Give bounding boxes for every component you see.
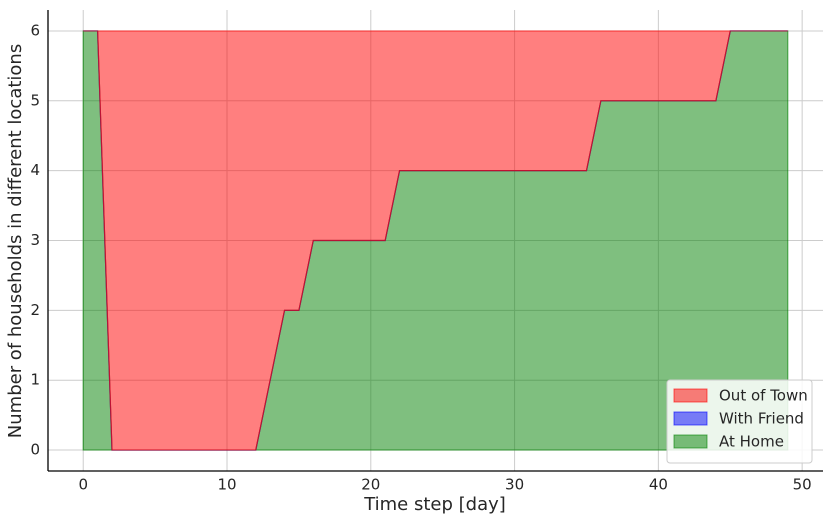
y-axis-label: Number of households in different locati… bbox=[5, 44, 26, 438]
y-tick-label: 3 bbox=[30, 231, 40, 249]
legend-swatch bbox=[673, 388, 708, 403]
x-tick-label: 10 bbox=[217, 476, 236, 494]
y-tick-label: 6 bbox=[30, 21, 40, 39]
legend-label: Out of Town bbox=[719, 387, 808, 405]
x-tick-label: 0 bbox=[78, 476, 88, 494]
area bbox=[83, 30, 788, 451]
y-tick-label: 0 bbox=[30, 441, 40, 459]
legend-label: With Friend bbox=[719, 410, 804, 428]
y-tick-label: 1 bbox=[30, 371, 40, 389]
legend-swatch bbox=[673, 434, 708, 449]
x-tick-label: 30 bbox=[505, 476, 524, 494]
x-axis-label: Time step [day] bbox=[363, 494, 506, 515]
y-tick-label: 2 bbox=[30, 301, 40, 319]
y-tick-label: 5 bbox=[30, 91, 40, 109]
x-tick-label: 20 bbox=[361, 476, 380, 494]
legend-label: At Home bbox=[719, 433, 784, 451]
legend-swatch bbox=[673, 411, 708, 426]
x-tick-label: 40 bbox=[649, 476, 668, 494]
x-tick-label: 50 bbox=[793, 476, 812, 494]
y-tick-label: 4 bbox=[30, 161, 40, 179]
